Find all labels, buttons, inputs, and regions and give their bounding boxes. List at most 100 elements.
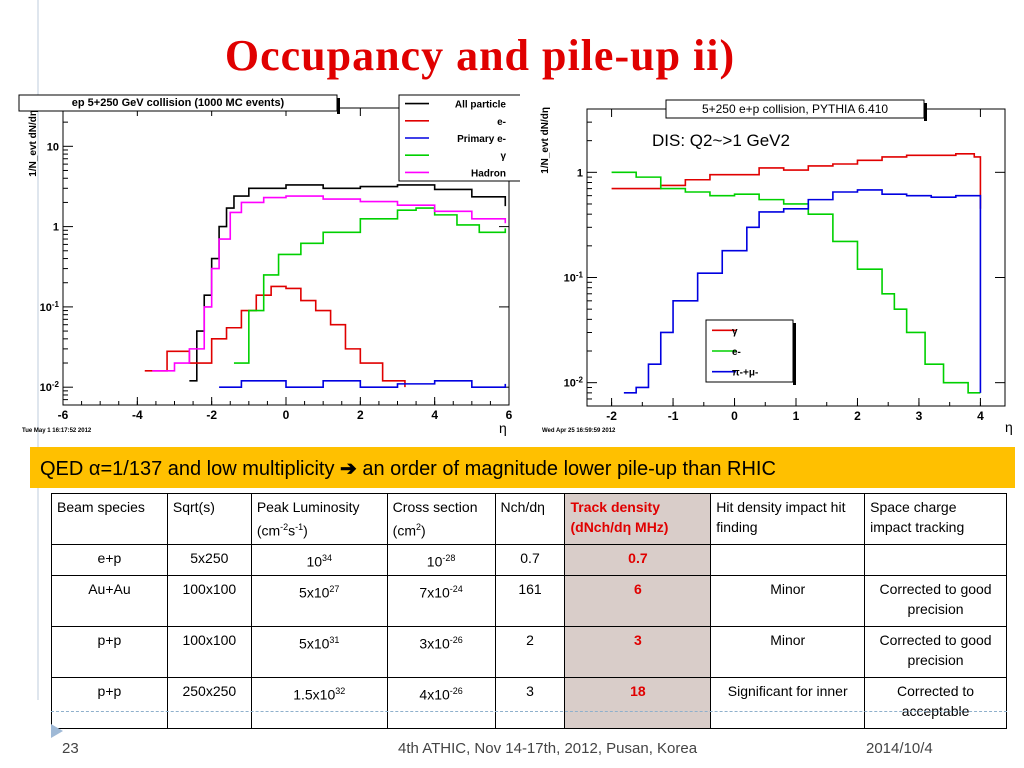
x-tick-label: -2 <box>206 408 217 422</box>
lumi-exp: 27 <box>329 583 340 594</box>
cell-sqrts: 100x100 <box>166 625 252 678</box>
table-header-row: Beam species Sqrt(s) Peak Luminosity (cm-… <box>51 493 1007 545</box>
plot-ep-timestamp: Tue May 1 16:17:52 2012 <box>22 428 92 434</box>
xsec-exp: -26 <box>449 685 463 696</box>
event-name: 4th ATHIC, Nov 14-17th, 2012, Pusan, Kor… <box>398 740 698 757</box>
x-tick-label: 6 <box>506 408 513 422</box>
banner-text-end: an order of magnitude lower pile-up than… <box>356 458 776 480</box>
footer-date: 2014/10/4 <box>866 740 933 757</box>
cell-lumi: 1.5x1032 <box>250 676 388 729</box>
y-tick-label: 10-1 <box>40 300 60 314</box>
cell-space-charge: Corrected to good precision <box>864 574 1007 627</box>
bullet-triangle-icon <box>51 724 63 738</box>
title-box-shadow <box>924 103 927 121</box>
legend-label: All particle <box>455 100 507 111</box>
banner-text-start: QED α=1/137 and low multiplicity <box>40 458 341 480</box>
header-beam-species: Beam species <box>51 493 168 545</box>
table-row: Au+Au 100x100 5x1027 7x10-24 161 6 Minor… <box>51 574 1007 627</box>
conclusion-text: QED α=1/137 and low multiplicity ➔ an or… <box>40 456 776 481</box>
y-tick-label: 1 <box>577 167 583 179</box>
cell-lumi: 5x1027 <box>250 574 388 627</box>
xsec-base: 7x10 <box>419 584 450 601</box>
chart-title: 5+250 e+p collision, PYTHIA 6.410 <box>702 102 888 116</box>
chart-annotation: DIS: Q2~>1 GeV2 <box>652 131 790 150</box>
x-tick-label: -4 <box>132 408 143 422</box>
cell-species: Au+Au <box>51 574 168 627</box>
x-tick-label: 0 <box>283 408 290 422</box>
cell-hit-density: Significant for inner <box>710 676 866 729</box>
table-row: e+p 5x250 1034 10-28 0.7 0.7 <box>51 544 1007 576</box>
cell-nch: 161 <box>494 574 566 627</box>
cell-species: e+p <box>51 544 168 576</box>
cell-nch: 0.7 <box>494 544 566 576</box>
xsec-base: 3x10 <box>419 635 450 652</box>
cell-hit-density: Minor <box>710 574 866 627</box>
header-nch: Nch/dη <box>494 493 566 545</box>
y-axis-label: 1/N_evt dN/dη <box>28 110 39 177</box>
cell-space-charge: Corrected to good precision <box>864 625 1007 678</box>
cell-xsec: 4x10-26 <box>386 676 496 729</box>
plot-ep-collision: -6 -4 -2 0 2 4 6 10 1 10-1 10-2 1/N_evt dN/dη η ep 5+… <box>14 88 524 440</box>
x-tick-label: 4 <box>431 408 438 422</box>
table-row: p+p 250x250 1.5x1032 4x10-26 3 18 Signif… <box>51 676 1007 729</box>
cell-species: p+p <box>51 676 168 729</box>
cell-track-density: 0.7 <box>564 544 712 576</box>
x-tick-label: -1 <box>668 409 679 423</box>
y-axis-label: 1/N_evt dN/dη <box>540 107 551 174</box>
page-number: 23 <box>62 740 79 757</box>
header-space-charge: Space charge impact tracking <box>864 493 1007 545</box>
series-line <box>219 380 507 388</box>
chart-svg: -2 -1 0 1 2 3 4 1 10-1 10-2 1/N_evt dN/dη η 5+250 e+… <box>540 99 1013 435</box>
footer-divider <box>51 711 1007 712</box>
lumi-exp: 31 <box>329 634 340 645</box>
slide-accent-rule <box>37 0 39 700</box>
x-tick-label: -6 <box>58 408 69 422</box>
xsec-base: 4x10 <box>419 686 450 703</box>
lumi-exp: 34 <box>322 553 333 563</box>
legend-label: π-+μ- <box>732 368 758 379</box>
header-peak-luminosity: Peak Luminosity (cm-2s-1) <box>250 493 388 545</box>
cell-hit-density <box>710 544 866 576</box>
cell-species: p+p <box>51 625 168 678</box>
y-tick-label: 10-2 <box>40 380 60 394</box>
x-tick-label: 4 <box>977 409 984 423</box>
y-tick-label: 10 <box>47 141 59 153</box>
conclusion-banner: QED α=1/137 and low multiplicity ➔ an or… <box>30 447 1015 488</box>
header-hit-density: Hit density impact hit finding <box>710 493 866 545</box>
cell-sqrts: 100x100 <box>166 574 252 627</box>
legend-shadow <box>793 323 796 385</box>
x-axis-label: η <box>1005 419 1013 435</box>
x-tick-label: 2 <box>357 408 364 422</box>
xsec-exp: -24 <box>449 583 463 594</box>
chart-svg: -6 -4 -2 0 2 4 6 10 1 10-1 10-2 1/N_evt dN/dη η ep 5+… <box>18 94 524 436</box>
cell-xsec: 10-28 <box>386 544 496 576</box>
legend-label: γ <box>732 326 738 337</box>
series-line <box>144 285 406 388</box>
y-tick-label: 10-1 <box>564 270 584 284</box>
legend-label: Primary e- <box>457 134 506 145</box>
cell-space-charge <box>864 544 1007 576</box>
cell-lumi: 1034 <box>250 544 388 576</box>
x-tick-label: 0 <box>731 409 738 423</box>
x-tick-label: 2 <box>854 409 861 423</box>
x-axis-label: η <box>499 420 507 436</box>
cell-track-density: 6 <box>564 574 712 627</box>
x-tick-label: 1 <box>793 409 800 423</box>
cell-nch: 2 <box>494 625 566 678</box>
cell-space-charge: Corrected to acceptable <box>864 676 1007 729</box>
xsec-base: 10 <box>426 553 443 570</box>
cell-nch: 3 <box>494 676 566 729</box>
header-track-density: Track density (dNch/dη MHz) <box>564 493 712 545</box>
header-sqrts: Sqrt(s) <box>166 493 252 545</box>
table-row: p+p 100x100 5x1031 3x10-26 2 3 Minor Cor… <box>51 625 1007 678</box>
cell-track-density: 3 <box>564 625 712 678</box>
lumi-base: 5x10 <box>299 584 330 601</box>
series-line <box>623 189 982 394</box>
series-line <box>189 184 507 382</box>
cell-xsec: 7x10-24 <box>386 574 496 627</box>
lumi-base: 10 <box>306 553 323 570</box>
cell-xsec: 3x10-26 <box>386 625 496 678</box>
series-line <box>152 195 507 372</box>
y-tick-label: 1 <box>53 222 59 234</box>
cell-sqrts: 5x250 <box>166 544 252 576</box>
